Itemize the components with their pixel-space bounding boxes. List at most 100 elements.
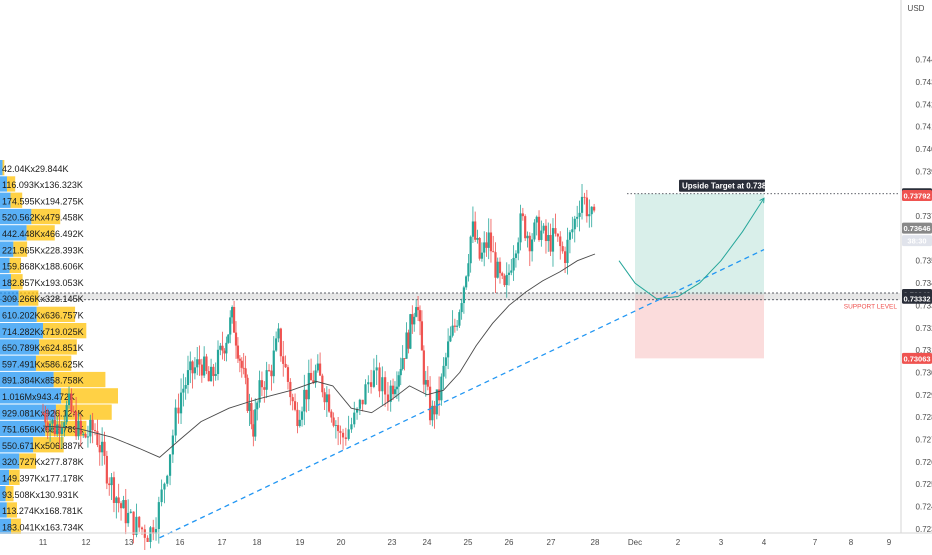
- currency-label: USD: [908, 4, 925, 13]
- candle: [422, 345, 425, 393]
- upside-target-label: Upside Target at 0.7380: [679, 179, 771, 192]
- candle-body: [325, 394, 328, 403]
- volume-bar-up: [0, 437, 34, 453]
- candle: [275, 331, 278, 352]
- candle-body: [51, 419, 54, 424]
- candle-body: [221, 345, 224, 351]
- candle: [127, 499, 130, 527]
- candle: [132, 511, 135, 544]
- candle: [225, 336, 228, 362]
- candle-body: [517, 242, 520, 254]
- volume-profile-label: 116.093Kx136.323K: [2, 180, 83, 190]
- candle-body: [258, 380, 261, 403]
- price-tag-text: 0.73332: [903, 294, 930, 303]
- volume-bar-down: [55, 404, 112, 420]
- candle: [238, 355, 241, 373]
- volume-profile-row: 1.016Mx943.472K: [0, 388, 118, 404]
- candle-body: [551, 228, 555, 252]
- volume-profile: 42.04Kx29.844K 116.093Kx136.323K 174.595Kx…: [0, 160, 118, 534]
- volume-bar-up: [0, 486, 6, 502]
- projection-curve[interactable]: [618, 197, 765, 300]
- candle-body: [214, 374, 217, 376]
- candle-body: [275, 338, 278, 351]
- volume-profile-row: 113.274Kx168.781K: [0, 502, 83, 518]
- candle: [456, 320, 459, 331]
- candle: [70, 388, 73, 414]
- volume-bar-up: [0, 257, 10, 274]
- candle: [309, 358, 313, 381]
- candle-body: [571, 229, 574, 233]
- candle: [433, 400, 436, 429]
- candle-body: [440, 376, 443, 401]
- date-tick-label: Dec: [628, 538, 642, 547]
- upside-target-box: [679, 179, 765, 192]
- date-tick-label: 18: [253, 538, 262, 547]
- volume-profile-row: 550.671Kx506.887K: [0, 437, 84, 453]
- volume-bar-down: [26, 225, 55, 241]
- candle-body: [554, 228, 557, 234]
- candle: [571, 216, 574, 239]
- candle-body: [364, 384, 367, 405]
- volume-profile-row: 174.595Kx194.275K: [0, 192, 84, 208]
- candle-body: [63, 422, 66, 429]
- candle-body: [563, 251, 567, 264]
- candle-body: [428, 386, 432, 421]
- volume-bar-up: [0, 502, 7, 518]
- volume-profile-row: 650.789Kx624.851K: [0, 339, 84, 355]
- candle-body: [250, 403, 253, 425]
- candle-body: [41, 412, 45, 414]
- volume-bar-down: [5, 486, 14, 502]
- volume-bar-up: [0, 225, 27, 241]
- volume-bar-down: [18, 290, 39, 306]
- candle-body: [279, 328, 282, 357]
- candle: [216, 340, 220, 381]
- volume-profile-label: 149.397Kx177.178K: [2, 474, 84, 484]
- candle: [316, 354, 319, 373]
- candle: [103, 431, 106, 465]
- date-tick-label: 20: [337, 538, 346, 547]
- candle: [440, 373, 443, 406]
- price-tick-label: 0.74200: [916, 100, 932, 109]
- volume-profile-label: 221.965Kx228.393K: [2, 245, 84, 255]
- candle: [350, 417, 353, 433]
- candle-body: [386, 394, 390, 402]
- candle: [212, 363, 215, 387]
- candle: [138, 516, 141, 532]
- date-tick-label: 7: [813, 538, 818, 547]
- volume-profile-label: 113.274Kx168.781K: [2, 506, 83, 516]
- candle-body: [189, 361, 192, 371]
- volume-bar-down: [6, 176, 16, 192]
- date-tick-label: 9: [887, 538, 892, 547]
- candle-body: [115, 497, 118, 503]
- candle: [378, 362, 381, 398]
- candle: [424, 370, 427, 397]
- candle: [551, 218, 555, 267]
- price-tick-label: 0.73000: [916, 368, 932, 377]
- candle: [200, 358, 203, 383]
- volume-bar-up: [0, 388, 62, 404]
- volume-bar-down: [11, 518, 21, 534]
- candle: [444, 352, 447, 379]
- candle-body: [70, 393, 73, 412]
- price-tick-label: 0.73900: [916, 167, 932, 176]
- candle: [242, 353, 245, 375]
- price-tick-label: 0.74400: [916, 56, 932, 65]
- volume-bar-down: [33, 437, 64, 453]
- candle: [573, 215, 576, 243]
- trendline[interactable]: [159, 248, 765, 539]
- volume-bar-down: [10, 192, 23, 208]
- candle-body: [378, 367, 381, 392]
- candle: [418, 305, 422, 336]
- candle-body: [449, 335, 452, 342]
- candle: [593, 203, 596, 213]
- candle-body: [561, 246, 564, 252]
- volume-profile-row: 309.266Kx328.145K: [0, 290, 84, 306]
- candle-body: [453, 325, 456, 327]
- price-tag-text: 0.73646: [903, 224, 930, 233]
- price-tick-label: 0.72700: [916, 435, 932, 444]
- candle: [489, 218, 493, 263]
- date-tick-label: 27: [547, 538, 556, 547]
- candle-body: [193, 367, 197, 374]
